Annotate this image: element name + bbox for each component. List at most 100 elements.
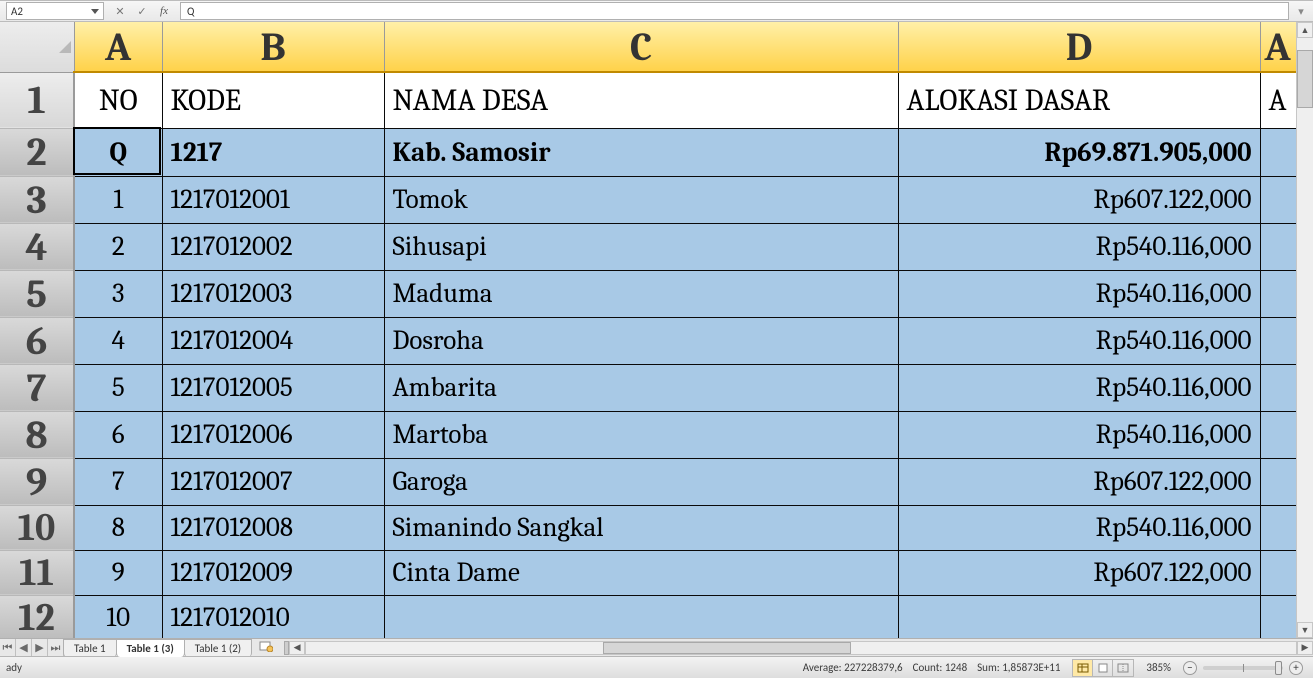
cell-B3[interactable]: 1217012001 [162,176,384,223]
cell-D5[interactable]: Rp540.116,000 [898,270,1260,317]
row-header-11[interactable]: 11 [0,550,74,595]
cell-A10[interactable]: 8 [74,505,162,550]
row-header-8[interactable]: 8 [0,411,74,458]
cell-C4[interactable]: Sihusapi [384,223,898,270]
cell-D6[interactable]: Rp540.116,000 [898,317,1260,364]
cell-D4[interactable]: Rp540.116,000 [898,223,1260,270]
cell-E5[interactable] [1260,270,1296,317]
name-box[interactable]: A2 [6,2,104,20]
cell-D7[interactable]: Rp540.116,000 [898,364,1260,411]
new-sheet-button[interactable] [256,639,276,653]
cell-C5[interactable]: Maduma [384,270,898,317]
zoom-out-button[interactable]: − [1183,661,1197,675]
cell-D12[interactable] [898,595,1260,638]
cell-D11[interactable]: Rp607.122,000 [898,550,1260,595]
cancel-icon[interactable]: ✕ [112,5,128,18]
cell-B2[interactable]: 1217 [162,128,384,176]
cell-C9[interactable]: Garoga [384,458,898,505]
cell-B7[interactable]: 1217012005 [162,364,384,411]
cell-A11[interactable]: 9 [74,550,162,595]
accept-icon[interactable]: ✓ [134,5,150,18]
vertical-scrollbar[interactable]: ▲ ▼ [1296,22,1313,638]
cell-A3[interactable]: 1 [74,176,162,223]
cell-E10[interactable] [1260,505,1296,550]
zoom-in-button[interactable]: + [1289,661,1303,675]
column-header-A[interactable]: A [74,22,162,72]
column-header-C[interactable]: C [384,22,898,72]
cell-B4[interactable]: 1217012002 [162,223,384,270]
cell-C1[interactable]: NAMA DESA [384,72,898,128]
cell-C10[interactable]: Simanindo Sangkal [384,505,898,550]
cell-E9[interactable] [1260,458,1296,505]
formula-bar-expand-icon[interactable]: ▾ [1293,5,1309,18]
cell-D3[interactable]: Rp607.122,000 [898,176,1260,223]
cell-A5[interactable]: 3 [74,270,162,317]
sheet-nav-button[interactable]: ⏮ [0,639,16,656]
view-page-break-button[interactable] [1113,660,1133,676]
view-normal-button[interactable] [1073,660,1093,676]
cell-C11[interactable]: Cinta Dame [384,550,898,595]
cell-E12[interactable] [1260,595,1296,638]
cell-D1[interactable]: ALOKASI DASAR [898,72,1260,128]
formula-input[interactable]: Q [180,2,1289,20]
cell-E11[interactable] [1260,550,1296,595]
cell-D2[interactable]: Rp69.871.905,000 [898,128,1260,176]
cell-B8[interactable]: 1217012006 [162,411,384,458]
row-header-7[interactable]: 7 [0,364,74,411]
cell-D9[interactable]: Rp607.122,000 [898,458,1260,505]
cell-A8[interactable]: 6 [74,411,162,458]
cell-E6[interactable] [1260,317,1296,364]
cell-B6[interactable]: 1217012004 [162,317,384,364]
cell-A12[interactable]: 10 [74,595,162,638]
worksheet-grid[interactable]: ABCDA1NOKODENAMA DESAALOKASI DASARA2Q121… [0,22,1313,638]
cell-D10[interactable]: Rp540.116,000 [898,505,1260,550]
scroll-down-button[interactable]: ▼ [1297,622,1313,638]
select-all-corner[interactable] [0,22,74,72]
row-header-10[interactable]: 10 [0,505,74,550]
sheet-nav-button[interactable]: ⏭ [48,639,64,656]
cell-B9[interactable]: 1217012007 [162,458,384,505]
fx-icon[interactable]: fx [156,5,172,17]
cell-C6[interactable]: Dosroha [384,317,898,364]
scroll-right-button[interactable]: ▶ [1297,641,1313,655]
scroll-left-button[interactable]: ◀ [289,641,305,655]
cell-B5[interactable]: 1217012003 [162,270,384,317]
cell-C7[interactable]: Ambarita [384,364,898,411]
cell-E1[interactable]: A [1260,72,1296,128]
cell-A6[interactable]: 4 [74,317,162,364]
vertical-scroll-track[interactable] [1297,38,1313,622]
sheet-tab[interactable]: Table 1 [63,639,117,657]
cell-C2[interactable]: Kab. Samosir [384,128,898,176]
view-page-layout-button[interactable] [1093,660,1113,676]
cell-E8[interactable] [1260,411,1296,458]
name-box-dropdown-icon[interactable] [91,9,99,14]
horizontal-scrollbar[interactable]: ◀ ▶ [284,639,1313,656]
cell-A1[interactable]: NO [74,72,162,128]
cell-E4[interactable] [1260,223,1296,270]
cell-B11[interactable]: 1217012009 [162,550,384,595]
cell-E7[interactable] [1260,364,1296,411]
cell-E3[interactable] [1260,176,1296,223]
vertical-scroll-thumb[interactable] [1297,50,1313,108]
cell-C12[interactable] [384,595,898,638]
column-header-B[interactable]: B [162,22,384,72]
row-header-5[interactable]: 5 [0,270,74,317]
cell-D8[interactable]: Rp540.116,000 [898,411,1260,458]
cell-E2[interactable] [1260,128,1296,176]
horizontal-scroll-thumb[interactable] [603,642,850,654]
row-header-1[interactable]: 1 [0,72,74,128]
row-header-9[interactable]: 9 [0,458,74,505]
column-header-overflow[interactable]: A [1260,22,1296,72]
row-header-3[interactable]: 3 [0,176,74,223]
cell-B10[interactable]: 1217012008 [162,505,384,550]
zoom-thumb[interactable] [1275,661,1282,675]
row-header-12[interactable]: 12 [0,595,74,638]
scroll-up-button[interactable]: ▲ [1297,22,1313,38]
cell-B1[interactable]: KODE [162,72,384,128]
zoom-percent[interactable]: 385% [1146,661,1171,674]
cell-C8[interactable]: Martoba [384,411,898,458]
row-header-2[interactable]: 2 [0,128,74,176]
cell-A4[interactable]: 2 [74,223,162,270]
horizontal-scroll-track[interactable] [305,641,1297,655]
cell-A2[interactable]: Q [74,128,162,176]
